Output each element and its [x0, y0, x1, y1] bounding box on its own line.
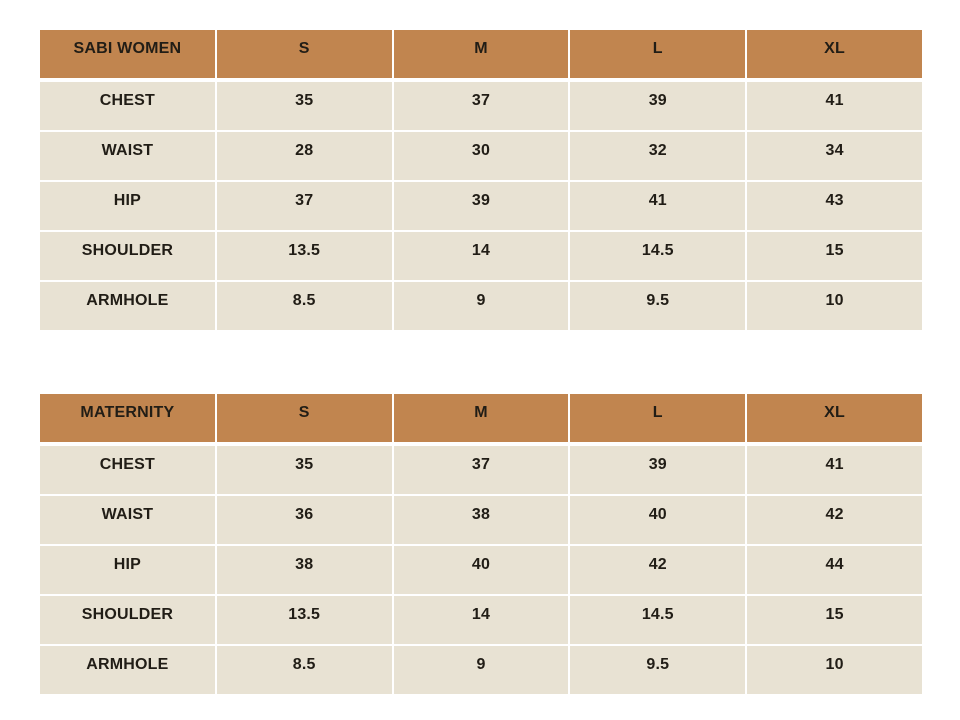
measurement-value-cell: 37: [216, 182, 392, 230]
measurement-value-cell: 43: [747, 182, 922, 230]
measurement-label-cell: ARMHOLE: [40, 282, 215, 330]
measurement-label-cell: SHOULDER: [40, 596, 215, 644]
measurement-label-cell: CHEST: [40, 82, 215, 130]
measurement-label-cell: WAIST: [40, 132, 215, 180]
size-header-cell: L: [570, 394, 746, 444]
measurement-value-cell: 9.5: [570, 282, 746, 330]
header-row: MATERNITY S M L XL: [40, 394, 922, 444]
measurement-value-cell: 35: [216, 446, 392, 494]
header-row: SABI WOMEN S M L XL: [40, 30, 922, 80]
measurement-value-cell: 34: [747, 132, 922, 180]
measurement-value-cell: 9: [393, 282, 569, 330]
measurement-label-cell: ARMHOLE: [40, 646, 215, 694]
table-row: SHOULDER 13.5 14 14.5 15: [40, 596, 922, 644]
measurement-value-cell: 38: [216, 546, 392, 594]
measurement-value-cell: 15: [747, 596, 922, 644]
measurement-value-cell: 8.5: [216, 646, 392, 694]
size-header-cell: XL: [747, 394, 922, 444]
measurement-label-cell: WAIST: [40, 496, 215, 544]
measurement-value-cell: 15: [747, 232, 922, 280]
table-row: WAIST 36 38 40 42: [40, 496, 922, 544]
measurement-label-cell: HIP: [40, 182, 215, 230]
measurement-value-cell: 9.5: [570, 646, 746, 694]
size-header-cell: XL: [747, 30, 922, 80]
table-row: HIP 37 39 41 43: [40, 182, 922, 230]
measurement-label-cell: CHEST: [40, 446, 215, 494]
table-row: SHOULDER 13.5 14 14.5 15: [40, 232, 922, 280]
measurement-value-cell: 14: [393, 596, 569, 644]
measurement-value-cell: 36: [216, 496, 392, 544]
measurement-value-cell: 14: [393, 232, 569, 280]
measurement-value-cell: 10: [747, 646, 922, 694]
table-title-cell: SABI WOMEN: [40, 30, 215, 80]
measurement-value-cell: 39: [570, 446, 746, 494]
size-header-cell: M: [393, 30, 569, 80]
table-row: HIP 38 40 42 44: [40, 546, 922, 594]
measurement-value-cell: 35: [216, 82, 392, 130]
sabi-women-size-chart: SABI WOMEN S M L XL CHEST 35 37 39 41 WAIST 28 30 32 3…: [38, 28, 924, 332]
size-header-cell: L: [570, 30, 746, 80]
measurement-value-cell: 40: [570, 496, 746, 544]
measurement-value-cell: 13.5: [216, 232, 392, 280]
measurement-value-cell: 39: [570, 82, 746, 130]
table-title-cell: MATERNITY: [40, 394, 215, 444]
measurement-value-cell: 44: [747, 546, 922, 594]
measurement-value-cell: 32: [570, 132, 746, 180]
measurement-label-cell: HIP: [40, 546, 215, 594]
measurement-value-cell: 39: [393, 182, 569, 230]
measurement-value-cell: 42: [570, 546, 746, 594]
measurement-value-cell: 8.5: [216, 282, 392, 330]
measurement-value-cell: 41: [747, 82, 922, 130]
measurement-label-cell: SHOULDER: [40, 232, 215, 280]
table-row: CHEST 35 37 39 41: [40, 446, 922, 494]
measurement-value-cell: 38: [393, 496, 569, 544]
measurement-value-cell: 41: [747, 446, 922, 494]
table-row: WAIST 28 30 32 34: [40, 132, 922, 180]
table-row: CHEST 35 37 39 41: [40, 82, 922, 130]
size-header-cell: M: [393, 394, 569, 444]
measurement-value-cell: 10: [747, 282, 922, 330]
size-header-cell: S: [216, 30, 392, 80]
measurement-value-cell: 13.5: [216, 596, 392, 644]
measurement-value-cell: 14.5: [570, 232, 746, 280]
size-header-cell: S: [216, 394, 392, 444]
measurement-value-cell: 14.5: [570, 596, 746, 644]
measurement-value-cell: 37: [393, 82, 569, 130]
measurement-value-cell: 40: [393, 546, 569, 594]
measurement-value-cell: 42: [747, 496, 922, 544]
measurement-value-cell: 37: [393, 446, 569, 494]
measurement-value-cell: 30: [393, 132, 569, 180]
measurement-value-cell: 41: [570, 182, 746, 230]
table-row: ARMHOLE 8.5 9 9.5 10: [40, 282, 922, 330]
maternity-size-chart: MATERNITY S M L XL CHEST 35 37 39 41 WAIST 36 38 40 42…: [38, 392, 924, 696]
measurement-value-cell: 28: [216, 132, 392, 180]
table-row: ARMHOLE 8.5 9 9.5 10: [40, 646, 922, 694]
measurement-value-cell: 9: [393, 646, 569, 694]
